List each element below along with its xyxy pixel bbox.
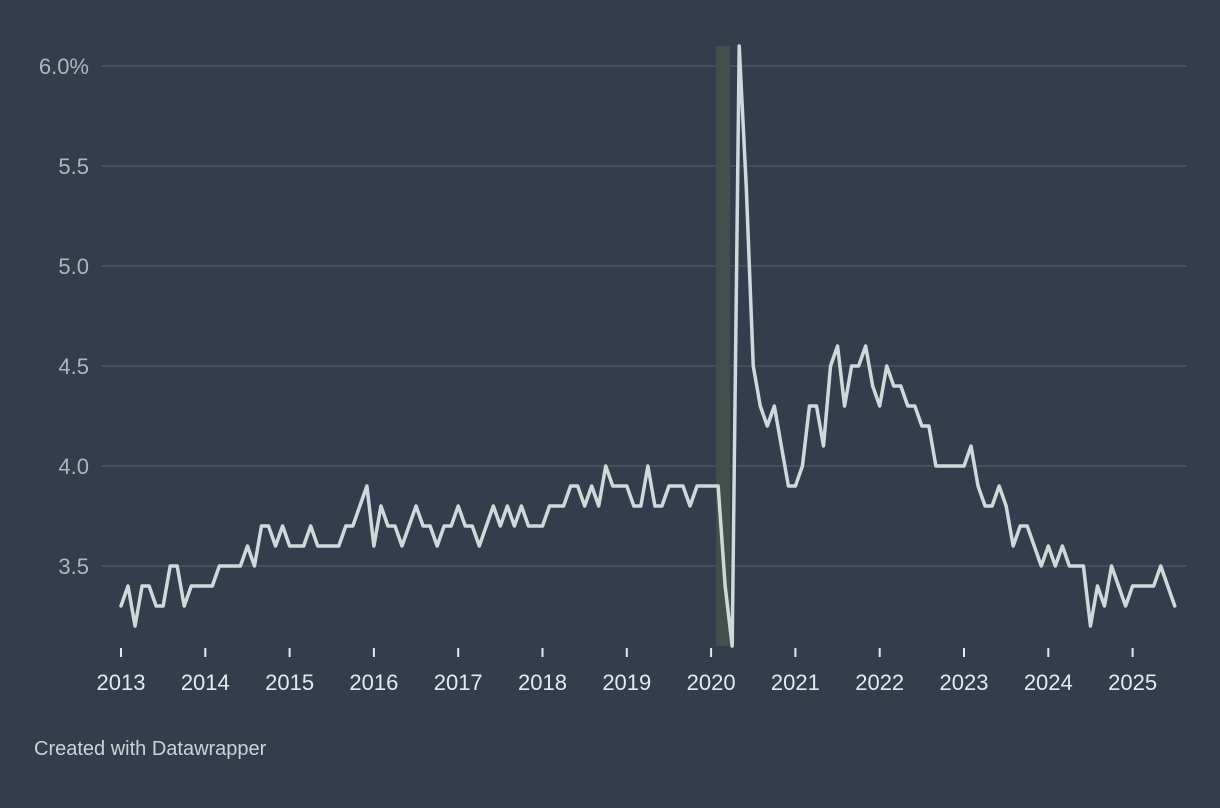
x-tick-label: 2017 (434, 670, 483, 695)
x-tick-label: 2025 (1108, 670, 1157, 695)
y-axis: 3.5 4.0 4.5 5.0 5.5 6.0% (39, 54, 89, 579)
x-tick-label: 2018 (518, 670, 567, 695)
x-tick-label: 2019 (602, 670, 651, 695)
y-tick-label: 3.5 (58, 554, 89, 579)
credit-text: Created with Datawrapper (34, 738, 267, 760)
gridlines (102, 65, 1186, 567)
x-tick-label: 2014 (181, 670, 230, 695)
series-layer (119, 44, 1177, 648)
y-tick-label: 6.0% (39, 54, 89, 79)
x-tick-label: 2022 (855, 670, 904, 695)
x-tick-label: 2020 (687, 670, 736, 695)
x-tick-label: 2024 (1024, 670, 1073, 695)
y-tick-label: 4.0 (58, 454, 89, 479)
series-line (119, 44, 1177, 648)
x-tick-label: 2016 (349, 670, 398, 695)
y-tick-label: 5.5 (58, 154, 89, 179)
x-tick-label: 2023 (940, 670, 989, 695)
y-tick-label: 5.0 (58, 254, 89, 279)
x-axis: 2013 2014 2015 2016 2017 2018 2019 2020 2021 2022… (97, 648, 1157, 695)
y-tick-label: 4.5 (58, 354, 89, 379)
x-tick-label: 2015 (265, 670, 314, 695)
x-tick-label: 2021 (771, 670, 820, 695)
x-tick-label: 2013 (97, 670, 146, 695)
